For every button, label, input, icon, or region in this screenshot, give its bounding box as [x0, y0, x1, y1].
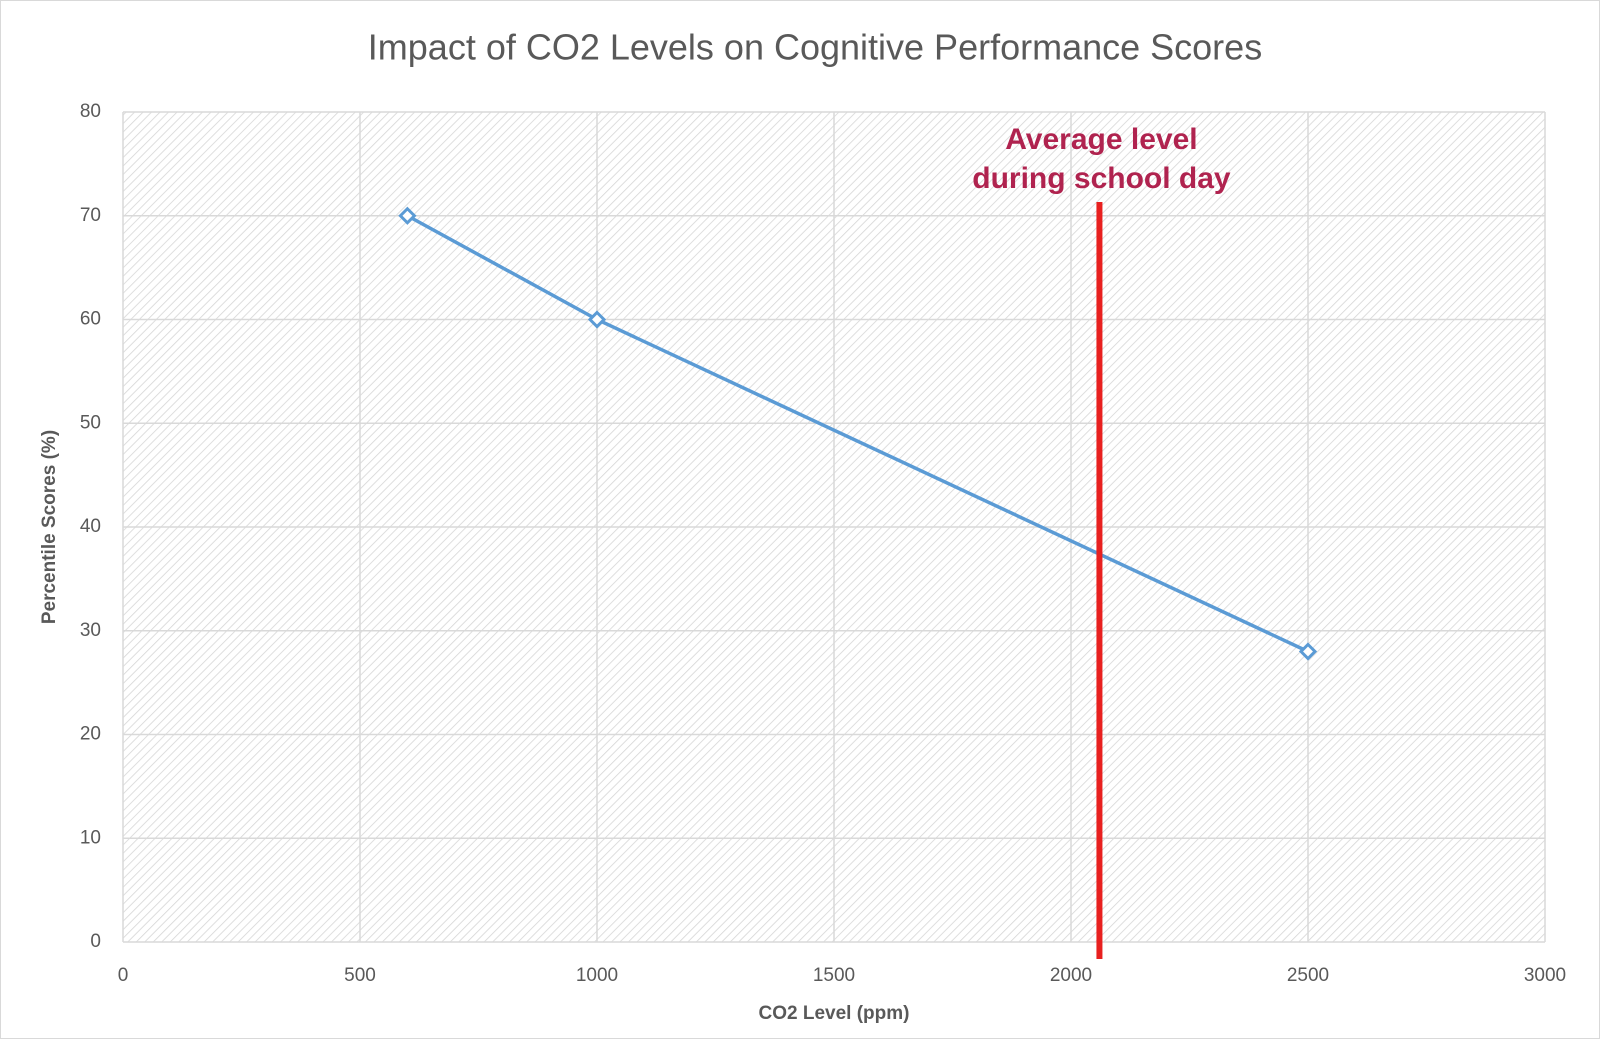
y-tick-label: 40	[80, 516, 101, 537]
y-tick-label: 50	[80, 412, 101, 433]
x-tick-label: 1500	[813, 965, 855, 986]
y-axis-label: Percentile Scores (%)	[39, 430, 60, 624]
data-point	[1298, 642, 1318, 661]
y-tick-label: 30	[80, 620, 101, 641]
x-tick-label: 2000	[1050, 965, 1092, 986]
reference-label: during school day	[972, 162, 1231, 195]
data-point	[398, 206, 417, 225]
x-tick-label: 1000	[576, 965, 618, 986]
y-tick-label: 20	[80, 724, 101, 745]
y-tick-label: 60	[80, 309, 101, 330]
data-point	[587, 310, 607, 329]
x-tick-label: 3000	[1524, 965, 1566, 986]
x-tick-label: 2500	[1287, 965, 1329, 986]
y-tick-label: 70	[80, 205, 101, 226]
reference-label: Average level	[1005, 123, 1197, 156]
chart-title: Impact of CO2 Levels on Cognitive Perfor…	[368, 27, 1262, 68]
y-tick-label: 10	[80, 827, 101, 848]
x-axis-label: CO2 Level (ppm)	[759, 1003, 910, 1024]
y-tick-label: 0	[90, 931, 101, 952]
x-tick-label: 0	[118, 965, 129, 986]
x-tick-label: 500	[344, 965, 376, 986]
y-tick-label: 80	[80, 101, 101, 122]
plot-layer: 0 10 20 30 40 50 60 70 80 0 500 1000 1500 2000 2500 300…	[80, 101, 1566, 986]
